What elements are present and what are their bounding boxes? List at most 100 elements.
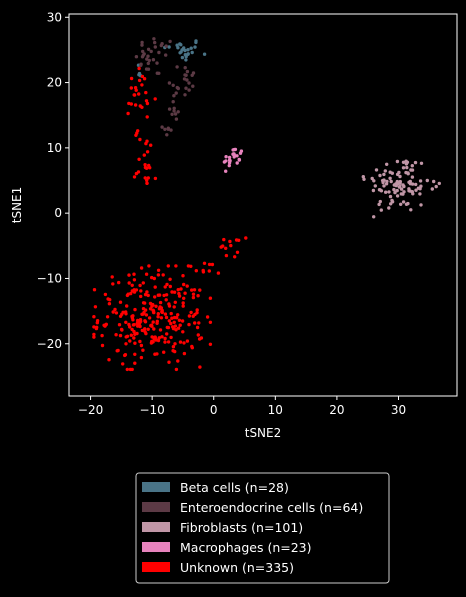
scatter-point	[395, 179, 399, 184]
scatter-point	[410, 164, 414, 168]
scatter-point	[208, 342, 213, 346]
scatter-point	[140, 40, 144, 45]
scatter-point	[164, 44, 168, 48]
x-axis: −20 −10 0 10 20 30	[78, 396, 406, 417]
scatter-point	[143, 292, 148, 297]
scatter-point	[191, 292, 196, 296]
scatter-point	[184, 58, 188, 62]
scatter-point	[153, 176, 158, 181]
scatter-point	[165, 282, 169, 287]
scatter-point	[237, 158, 242, 162]
scatter-point	[183, 93, 187, 97]
scatter-point	[124, 310, 128, 314]
scatter-point	[143, 330, 147, 334]
legend-swatch	[142, 562, 170, 572]
scatter-point	[406, 172, 410, 176]
scatter-point	[144, 272, 149, 276]
scatter-point	[132, 329, 136, 334]
scatter-point	[133, 341, 137, 345]
scatter-point	[145, 181, 149, 185]
legend-swatch	[142, 482, 170, 492]
scatter-point	[127, 101, 131, 106]
scatter-point	[147, 58, 151, 63]
scatter-point	[379, 208, 383, 212]
scatter-point	[92, 288, 97, 292]
scatter-point	[171, 100, 175, 104]
scatter-point	[139, 294, 143, 299]
scatter-point	[169, 311, 173, 316]
plot-frame	[68, 13, 458, 397]
scatter-point	[164, 315, 169, 320]
legend-frame	[135, 472, 390, 584]
scatter-point	[156, 268, 161, 272]
scatter-point	[405, 165, 409, 170]
scatter-point	[181, 304, 185, 308]
scatter-point	[100, 333, 104, 338]
scatter-point	[173, 300, 177, 304]
scatter-point	[185, 69, 190, 74]
scatter-point	[362, 177, 366, 181]
scatter-point	[222, 160, 227, 164]
scatter-point	[151, 308, 155, 312]
scatter-point	[234, 238, 239, 242]
scatter-point	[183, 48, 187, 53]
x-axis-label: tSNE2	[245, 426, 282, 440]
scatter-point	[130, 327, 134, 332]
scatter-point	[389, 179, 393, 184]
scatter-point	[414, 182, 418, 187]
scatter-point	[387, 190, 391, 194]
scatter-point	[183, 53, 187, 57]
scatter-point	[137, 157, 141, 161]
y-axis-label: tSNE1	[10, 187, 24, 224]
scatter-point	[202, 261, 207, 265]
scatter-point	[177, 291, 181, 296]
scatter-point	[419, 203, 423, 207]
scatter-point	[187, 322, 191, 327]
scatter-point	[191, 84, 195, 88]
scatter-point	[163, 285, 167, 289]
scatter-point	[378, 188, 382, 192]
scatter-point	[126, 111, 130, 116]
scatter-point	[171, 83, 175, 88]
scatter-point	[401, 200, 406, 204]
scatter-point	[384, 190, 388, 194]
scatter-point	[137, 92, 141, 96]
scatter-point	[95, 325, 99, 329]
scatter-point	[166, 127, 170, 131]
scatter-point	[153, 40, 157, 45]
scatter-point	[182, 341, 186, 345]
scatter-point	[222, 237, 226, 242]
scatter-point	[398, 179, 402, 184]
scatter-point	[175, 65, 179, 69]
scatter-point	[432, 179, 436, 184]
scatter-point	[160, 125, 164, 129]
scatter-point	[198, 288, 202, 292]
scatter-point	[199, 336, 204, 340]
scatter-point	[140, 83, 144, 87]
y-tick-label: 20	[47, 76, 62, 90]
legend-swatch	[142, 522, 170, 532]
scatter-point	[149, 143, 153, 147]
legend-swatch	[142, 502, 170, 512]
scatter-point	[120, 328, 124, 332]
scatter-point	[194, 39, 198, 43]
scatter-point	[373, 184, 377, 188]
scatter-point	[133, 361, 137, 365]
scatter-point	[158, 300, 163, 305]
scatter-point	[162, 350, 166, 354]
scatter-point	[139, 355, 144, 360]
scatter-point	[227, 155, 232, 160]
scatter-point	[154, 337, 158, 341]
scatter-point	[165, 325, 169, 330]
scatter-point	[100, 343, 105, 348]
scatter-point	[170, 112, 174, 117]
scatter-point	[238, 151, 243, 155]
x-tick-label: 30	[391, 403, 406, 417]
scatter-point	[170, 290, 174, 294]
x-tick-label: −10	[139, 403, 164, 417]
scatter-point	[153, 45, 157, 49]
scatter-point	[186, 48, 190, 52]
scatter-point	[174, 91, 178, 95]
scatter-point	[145, 178, 149, 183]
scatter-point	[180, 48, 184, 52]
